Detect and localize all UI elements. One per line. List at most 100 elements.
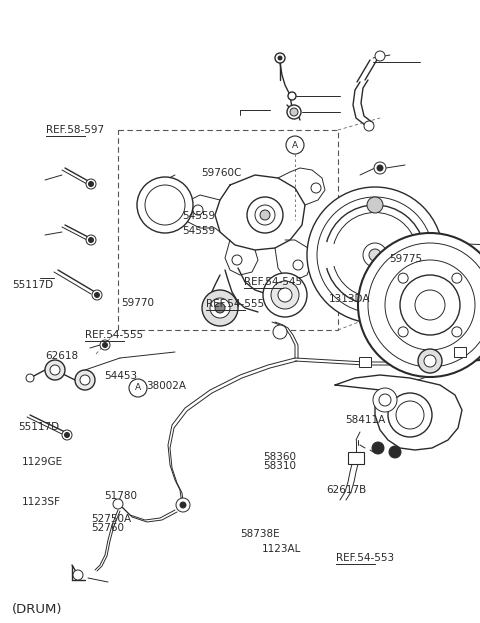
Circle shape [287, 105, 301, 119]
Circle shape [374, 162, 386, 174]
Bar [348, 452, 364, 464]
Circle shape [311, 183, 321, 193]
Circle shape [202, 290, 238, 326]
Text: 1123SF: 1123SF [22, 497, 60, 507]
Circle shape [26, 374, 34, 382]
Circle shape [400, 275, 460, 335]
Circle shape [73, 570, 83, 580]
Text: 55117D: 55117D [12, 280, 53, 290]
Circle shape [86, 179, 96, 189]
Circle shape [95, 293, 99, 298]
Circle shape [64, 432, 70, 437]
Circle shape [88, 181, 94, 186]
Circle shape [103, 343, 108, 348]
Text: A: A [292, 141, 298, 150]
Circle shape [418, 349, 442, 373]
Text: 62618: 62618 [46, 351, 79, 361]
Circle shape [215, 303, 225, 313]
Circle shape [307, 187, 443, 323]
Text: REF.58-597: REF.58-597 [46, 125, 104, 135]
Circle shape [88, 237, 94, 242]
Circle shape [290, 108, 298, 116]
Circle shape [92, 290, 102, 300]
Circle shape [75, 370, 95, 390]
Circle shape [113, 499, 123, 509]
Text: 58738E: 58738E [240, 529, 280, 539]
Text: 1123AL: 1123AL [262, 545, 301, 554]
Circle shape [137, 177, 193, 233]
Text: 58411A: 58411A [346, 415, 386, 425]
Circle shape [424, 355, 436, 367]
Circle shape [271, 281, 299, 309]
Circle shape [255, 205, 275, 225]
Circle shape [275, 53, 285, 63]
Circle shape [278, 288, 292, 302]
Circle shape [193, 205, 203, 215]
Text: 59770: 59770 [121, 298, 154, 308]
Circle shape [396, 401, 424, 429]
Circle shape [364, 121, 374, 131]
Circle shape [398, 273, 408, 283]
Text: 54559: 54559 [182, 226, 216, 236]
Circle shape [145, 185, 185, 225]
Circle shape [210, 298, 230, 318]
Circle shape [263, 273, 307, 317]
Bar [359, 357, 371, 367]
Circle shape [368, 243, 480, 367]
Text: 58310: 58310 [263, 461, 296, 471]
Text: REF.54-553: REF.54-553 [336, 553, 394, 563]
Circle shape [377, 165, 383, 171]
Circle shape [129, 379, 147, 397]
Circle shape [278, 56, 282, 60]
Text: 51780: 51780 [105, 491, 138, 501]
Circle shape [176, 498, 190, 512]
Text: REF.54-545: REF.54-545 [244, 277, 302, 287]
Circle shape [385, 260, 475, 350]
Circle shape [45, 360, 65, 380]
Text: 59775: 59775 [389, 254, 422, 264]
Circle shape [367, 197, 383, 213]
Circle shape [86, 235, 96, 245]
Circle shape [363, 243, 387, 267]
Text: 59760C: 59760C [202, 168, 242, 178]
Text: 52760: 52760 [91, 523, 124, 533]
Text: 1313DA: 1313DA [329, 294, 370, 304]
Text: 38002A: 38002A [146, 381, 186, 391]
Circle shape [369, 249, 381, 261]
Circle shape [388, 393, 432, 437]
Text: 54453: 54453 [105, 371, 138, 381]
Circle shape [415, 290, 445, 320]
Text: (DRUM): (DRUM) [12, 603, 62, 616]
Circle shape [100, 340, 110, 350]
Circle shape [372, 442, 384, 454]
Circle shape [375, 51, 385, 61]
Circle shape [369, 297, 381, 309]
Text: 58360: 58360 [263, 452, 296, 462]
Circle shape [232, 255, 242, 265]
Bar [454, 347, 466, 357]
Circle shape [50, 365, 60, 375]
Circle shape [260, 210, 270, 220]
Circle shape [180, 502, 186, 508]
Circle shape [273, 325, 287, 339]
Text: REF.54-555: REF.54-555 [206, 299, 264, 309]
Circle shape [389, 446, 401, 458]
Circle shape [80, 375, 90, 385]
Text: 54559: 54559 [182, 211, 216, 221]
Text: REF.54-555: REF.54-555 [85, 330, 144, 340]
Circle shape [286, 136, 304, 154]
Circle shape [247, 197, 283, 233]
Circle shape [379, 394, 391, 406]
Circle shape [293, 260, 303, 270]
Circle shape [373, 388, 397, 412]
Text: 62617B: 62617B [326, 485, 367, 495]
Text: 52750A: 52750A [91, 514, 132, 524]
Circle shape [62, 430, 72, 440]
Circle shape [317, 197, 433, 313]
Circle shape [398, 327, 408, 337]
Circle shape [358, 233, 480, 377]
Text: A: A [135, 384, 141, 392]
Circle shape [452, 327, 462, 337]
Circle shape [288, 92, 296, 100]
Text: 55117D: 55117D [18, 422, 60, 432]
